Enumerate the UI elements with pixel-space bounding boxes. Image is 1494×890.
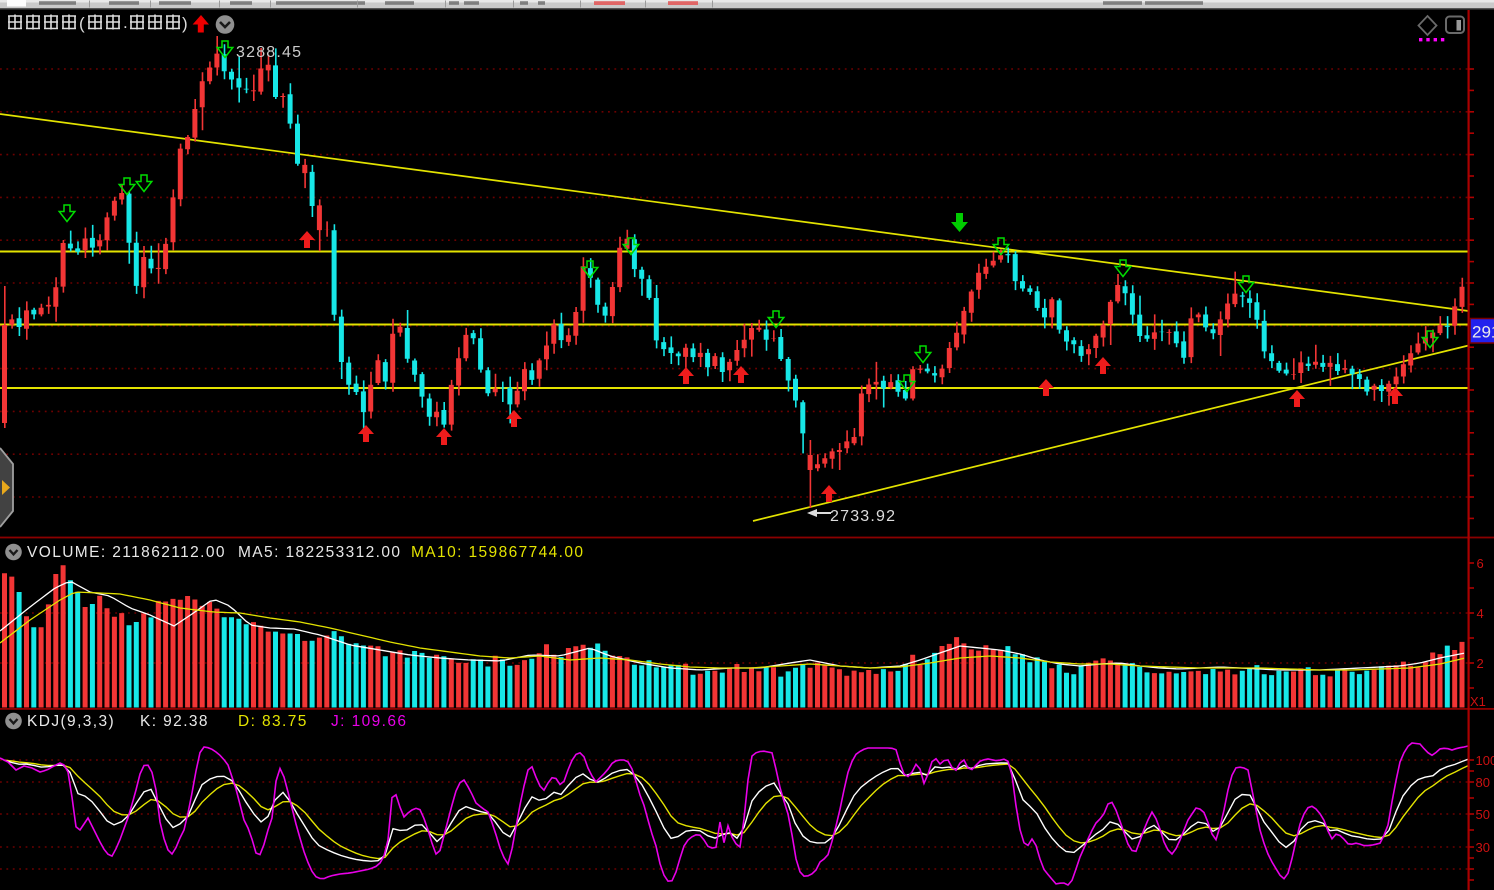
svg-text:KDJ(9,3,3): KDJ(9,3,3) xyxy=(27,713,115,730)
svg-text:X1: X1 xyxy=(1470,694,1486,709)
svg-text:2733.92: 2733.92 xyxy=(830,508,896,525)
svg-text:2915: 2915 xyxy=(1472,323,1494,342)
svg-text:J: 109.66: J: 109.66 xyxy=(331,713,407,730)
svg-text:2: 2 xyxy=(1477,656,1484,671)
svg-text:80: 80 xyxy=(1476,775,1490,790)
svg-text:30: 30 xyxy=(1476,840,1490,855)
svg-text:50: 50 xyxy=(1476,807,1490,822)
svg-text:.: . xyxy=(123,13,128,32)
svg-text:6: 6 xyxy=(1477,556,1484,571)
svg-text:): ) xyxy=(182,14,188,33)
svg-text:3288.45: 3288.45 xyxy=(236,44,302,61)
svg-text:MA10: 159867744.00: MA10: 159867744.00 xyxy=(411,544,584,561)
svg-text:K: 92.38: K: 92.38 xyxy=(140,713,209,730)
svg-text:100: 100 xyxy=(1476,753,1494,768)
svg-text:MA5: 182253312.00: MA5: 182253312.00 xyxy=(238,544,401,561)
svg-text:(: ( xyxy=(79,14,85,33)
svg-text:4: 4 xyxy=(1477,606,1484,621)
svg-text:VOLUME: 211862112.00: VOLUME: 211862112.00 xyxy=(27,544,226,561)
svg-text:D: 83.75: D: 83.75 xyxy=(238,713,308,730)
